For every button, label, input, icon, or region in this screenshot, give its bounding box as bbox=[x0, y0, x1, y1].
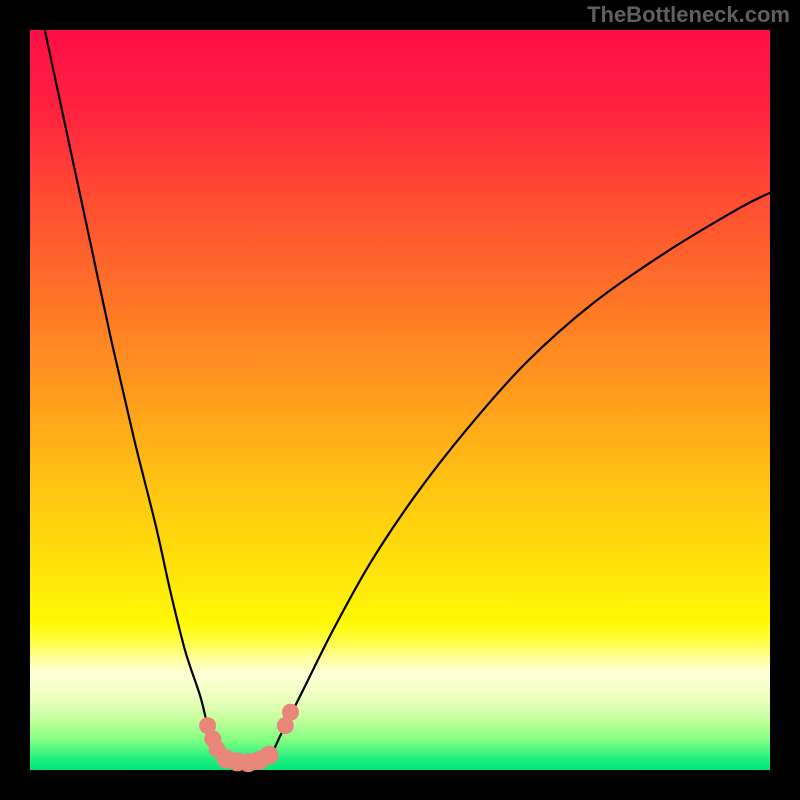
data-dot bbox=[282, 704, 298, 720]
watermark-text: TheBottleneck.com bbox=[587, 2, 790, 28]
plot-background bbox=[30, 30, 770, 770]
chart-root: TheBottleneck.com bbox=[0, 0, 800, 800]
bottleneck-chart bbox=[0, 0, 800, 800]
data-dot bbox=[260, 746, 278, 764]
